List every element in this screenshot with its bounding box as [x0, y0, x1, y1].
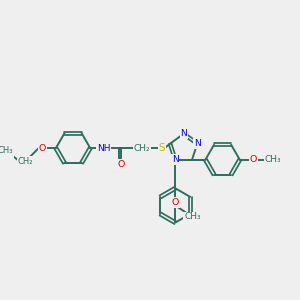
Text: O: O [39, 144, 46, 153]
Text: O: O [249, 155, 257, 164]
Text: CH₃: CH₃ [184, 212, 201, 221]
Text: O: O [172, 198, 179, 207]
Text: CH₂: CH₂ [134, 144, 150, 153]
Text: CH₂: CH₂ [18, 157, 33, 166]
Text: N: N [172, 155, 178, 164]
Text: N: N [194, 139, 201, 148]
Text: CH₃: CH₃ [265, 155, 281, 164]
Text: O: O [117, 160, 124, 169]
Text: N: N [180, 129, 187, 138]
Text: S: S [158, 143, 165, 153]
Text: NH: NH [97, 144, 110, 153]
Text: CH₃: CH₃ [0, 146, 13, 155]
